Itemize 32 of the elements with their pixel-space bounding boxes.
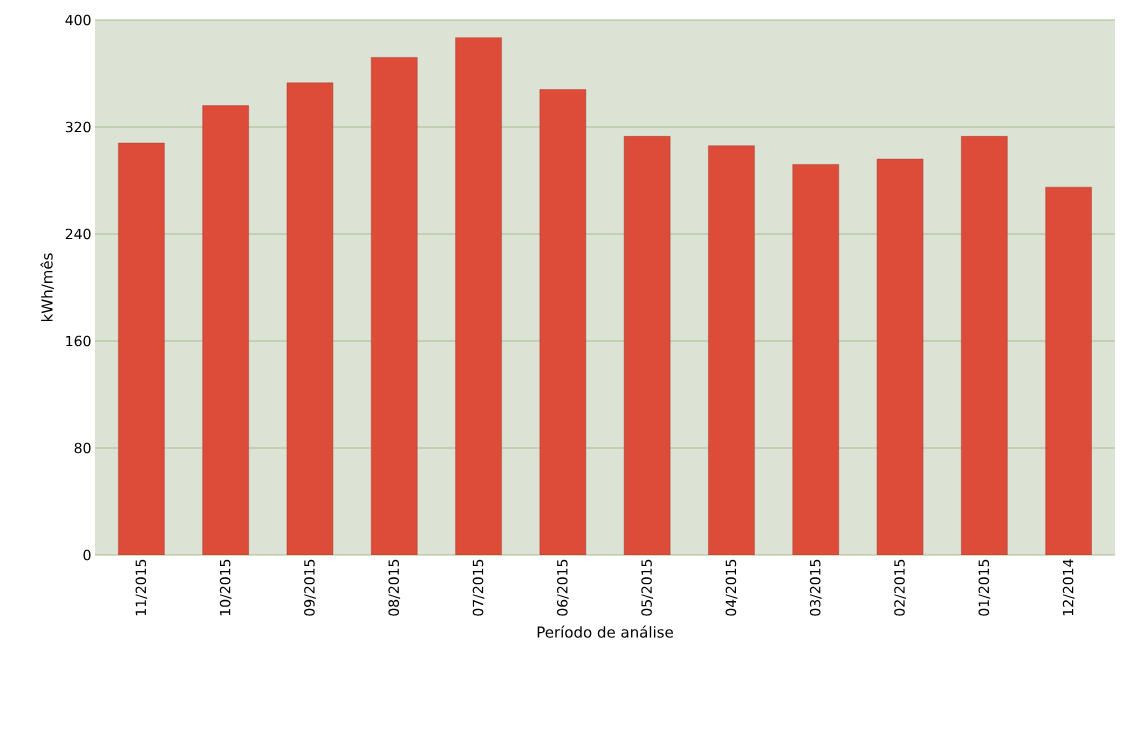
bar xyxy=(1045,186,1092,555)
bar xyxy=(961,136,1008,555)
bar xyxy=(539,89,587,555)
x-tick-label: 06/2015 xyxy=(557,559,569,616)
x-tick-label: 04/2015 xyxy=(725,559,738,616)
bar xyxy=(623,136,671,555)
y-tick-label: 0 xyxy=(83,549,91,561)
y-tick-label: 240 xyxy=(65,228,91,240)
bar xyxy=(202,105,249,555)
bar xyxy=(286,82,334,555)
y-axis-title: kWh/mês xyxy=(40,253,54,321)
y-tick-label: 80 xyxy=(74,442,91,454)
x-tick-label: 02/2015 xyxy=(894,559,906,616)
bar xyxy=(708,145,755,555)
x-tick-label: 09/2015 xyxy=(304,559,316,616)
x-tick-label: 01/2015 xyxy=(978,559,991,616)
y-tick-label: 400 xyxy=(65,14,91,26)
x-tick-label: 12/2014 xyxy=(1062,559,1075,616)
bar xyxy=(876,158,924,555)
x-tick-label: 11/2015 xyxy=(135,559,148,616)
x-tick-label: 05/2015 xyxy=(641,559,653,616)
x-tick-label: 10/2015 xyxy=(219,559,232,616)
bar xyxy=(371,57,418,555)
bar xyxy=(118,142,165,555)
x-axis-title: Período de análise xyxy=(537,625,673,638)
x-tick-label: 08/2015 xyxy=(388,559,401,616)
y-tick-label: 320 xyxy=(65,121,91,133)
bar xyxy=(792,164,839,555)
y-tick-label: 160 xyxy=(66,335,91,347)
x-tick-label: 07/2015 xyxy=(472,559,485,616)
x-tick-label: 03/2015 xyxy=(809,559,822,616)
bar xyxy=(455,37,502,555)
